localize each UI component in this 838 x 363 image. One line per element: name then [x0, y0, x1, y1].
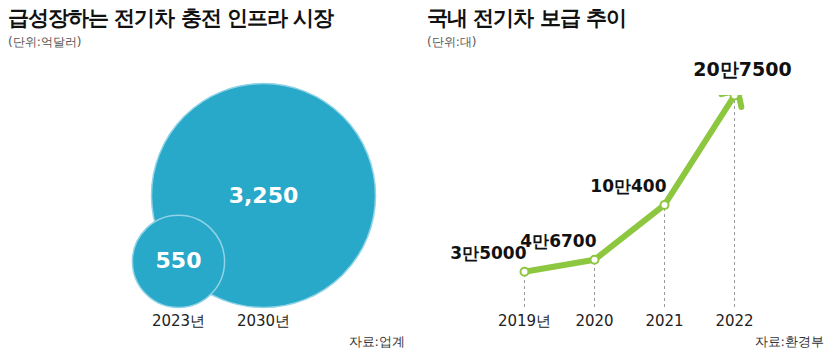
- svg-text:2030년: 2030년: [237, 312, 290, 330]
- html-text:(단위:억달러): (단위:억달러): [8, 35, 82, 49]
- svg-text:3만5000: 3만5000: [450, 243, 526, 263]
- html-text:자료:업계: 자료:업계: [348, 334, 405, 349]
- svg-text:2020: 2020: [575, 312, 613, 330]
- html-text:(단위:대): (단위:대): [427, 35, 477, 49]
- svg-text:550: 550: [156, 248, 202, 273]
- svg-text:20만7500: 20만7500: [693, 58, 791, 80]
- svg-text:10만400: 10만400: [590, 176, 666, 196]
- svg-text:2022: 2022: [715, 312, 753, 330]
- html-text:자료:환경부: 자료:환경부: [754, 334, 824, 349]
- svg-text:4만6700: 4만6700: [520, 231, 596, 251]
- html-text:국내 전기차 보급 추이: 국내 전기차 보급 추이: [427, 6, 626, 30]
- svg-text:2021: 2021: [645, 312, 683, 330]
- svg-text:2019년: 2019년: [498, 312, 551, 330]
- svg-text:2023년: 2023년: [152, 312, 205, 330]
- html-text:급성장하는 전기차 충전 인프라 시장: 급성장하는 전기차 충전 인프라 시장: [8, 6, 334, 30]
- svg-text:3,250: 3,250: [229, 183, 299, 208]
